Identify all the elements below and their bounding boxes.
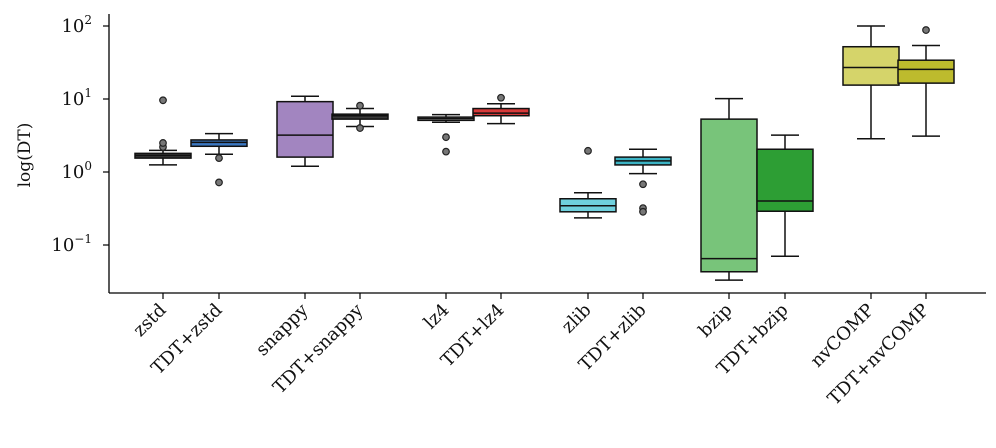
outlier-point xyxy=(159,96,167,105)
outlier-point xyxy=(356,101,364,110)
y-tick-label-base: 10 xyxy=(51,235,74,256)
axes-layer xyxy=(108,14,986,294)
box-tdt-snappy xyxy=(331,101,389,132)
x-tick-label: bzip xyxy=(695,300,737,342)
outlier-point xyxy=(442,147,450,156)
box-body xyxy=(700,118,758,273)
box-body xyxy=(276,100,334,158)
outlier-point xyxy=(584,146,592,155)
y-tick-label: 101 xyxy=(61,86,92,110)
box-bzip xyxy=(700,97,758,281)
box-body xyxy=(842,45,900,86)
y-axis-label: log(DT) xyxy=(15,123,35,188)
x-tick-label: lz4 xyxy=(420,300,454,334)
y-tick-label: 100 xyxy=(61,159,92,183)
box-body xyxy=(190,139,248,148)
outlier-point xyxy=(639,180,647,189)
box-body xyxy=(331,113,389,120)
x-tick-label: TDT+nvCOMP xyxy=(824,300,934,410)
box-zstd xyxy=(134,96,192,166)
box-body xyxy=(897,59,955,84)
y-tick-label: 10−1 xyxy=(51,232,92,256)
box-body xyxy=(756,148,814,212)
box-lz4 xyxy=(417,113,475,156)
box-zlib xyxy=(559,146,617,219)
y-tick-label: 102 xyxy=(61,13,92,37)
outlier-point xyxy=(159,139,167,147)
x-tick-label: zlib xyxy=(558,300,596,338)
y-tick-label-base: 10 xyxy=(61,89,84,110)
outlier-point xyxy=(442,133,450,142)
boxes-layer xyxy=(134,25,955,281)
y-tick-label-exponent: −1 xyxy=(74,232,92,246)
outlier-point xyxy=(215,178,223,187)
outlier-point xyxy=(639,207,647,216)
outlier-point xyxy=(922,26,930,34)
y-tick-label-exponent: 0 xyxy=(84,159,92,173)
box-snappy xyxy=(276,95,334,167)
box-tdt-nvcomp xyxy=(897,26,955,137)
box-tdt-bzip xyxy=(756,134,814,258)
y-tick-label-base: 10 xyxy=(61,16,84,37)
box-tdt-zstd xyxy=(190,132,248,187)
y-tick-label-exponent: 2 xyxy=(84,13,92,27)
box-tdt-lz4 xyxy=(472,93,530,125)
outlier-point xyxy=(215,154,223,163)
y-tick-label-base: 10 xyxy=(61,162,84,183)
y-tick-label-exponent: 1 xyxy=(84,86,92,100)
box-nvcomp xyxy=(842,25,900,140)
x-tick-label: zstd xyxy=(129,300,170,341)
box-body xyxy=(472,107,530,117)
outlier-point xyxy=(497,93,505,102)
outlier-point xyxy=(356,124,364,132)
box-tdt-zlib xyxy=(614,148,672,216)
